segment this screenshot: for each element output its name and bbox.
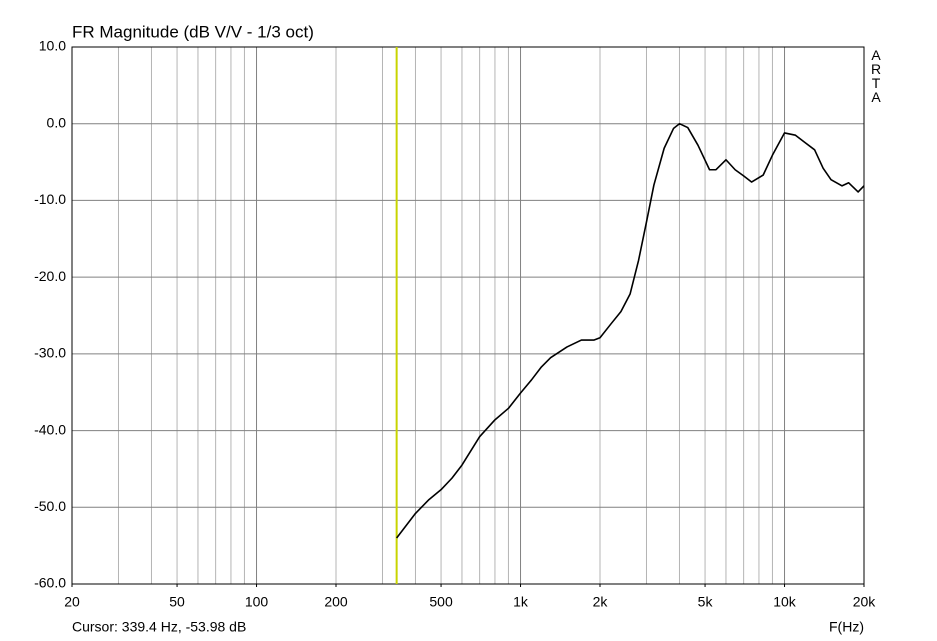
x-axis-label: F(Hz) <box>829 619 864 635</box>
y-tick-label: -10.0 <box>34 191 66 207</box>
y-tick-label: -20.0 <box>34 268 66 284</box>
x-tick-label: 20 <box>64 594 80 610</box>
y-tick-label: 0.0 <box>47 114 67 130</box>
x-tick-label: 10k <box>773 594 797 610</box>
x-tick-label: 5k <box>698 594 714 610</box>
fr-curve <box>396 122 865 539</box>
x-tick-label: 2k <box>593 594 609 610</box>
x-tick-label: 100 <box>245 594 269 610</box>
x-tick-label: 20k <box>853 594 877 610</box>
y-tick-label: -60.0 <box>34 575 66 591</box>
y-tick-label: 10.0 <box>39 38 66 54</box>
chart-title: FR Magnitude (dB V/V - 1/3 oct) <box>72 22 314 41</box>
y-tick-label: -50.0 <box>34 498 66 514</box>
y-tick-label: -30.0 <box>34 345 66 361</box>
cursor-readout: Cursor: 339.4 Hz, -53.98 dB <box>72 619 246 635</box>
y-tick-label: -40.0 <box>34 421 66 437</box>
x-tick-label: 1k <box>513 594 529 610</box>
x-tick-label: 200 <box>324 594 348 610</box>
plot-frame <box>71 46 865 585</box>
x-tick-label: 50 <box>169 594 185 610</box>
x-tick-label: 500 <box>429 594 453 610</box>
